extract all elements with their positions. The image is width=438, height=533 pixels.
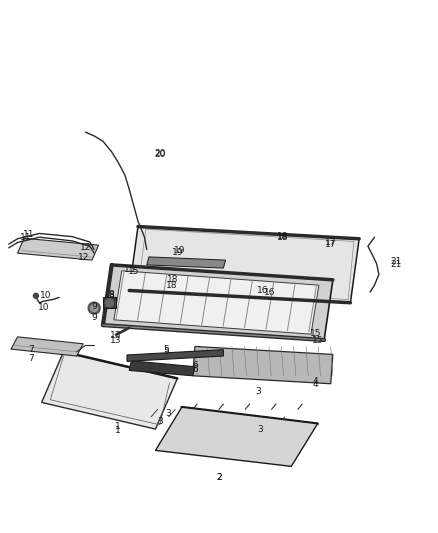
Text: 8: 8: [109, 292, 115, 300]
Polygon shape: [193, 346, 333, 384]
Text: 20: 20: [154, 150, 166, 159]
Text: 11: 11: [23, 230, 34, 239]
Text: 10: 10: [40, 292, 52, 300]
Text: 21: 21: [391, 261, 402, 269]
Text: 3: 3: [258, 425, 264, 433]
Circle shape: [88, 302, 100, 314]
Polygon shape: [18, 238, 99, 260]
Text: 8: 8: [109, 290, 115, 299]
Text: 15: 15: [128, 268, 139, 276]
Text: 19: 19: [174, 246, 185, 255]
Polygon shape: [155, 407, 318, 466]
Polygon shape: [11, 337, 83, 356]
Text: 10: 10: [38, 303, 49, 312]
Text: 18: 18: [166, 281, 178, 290]
Text: 13: 13: [110, 336, 122, 344]
Text: 21: 21: [391, 257, 402, 265]
Text: 9: 9: [91, 302, 97, 311]
Text: 3: 3: [157, 417, 163, 425]
Text: 15: 15: [312, 336, 323, 344]
Text: 17: 17: [325, 238, 336, 247]
Text: 4: 4: [313, 381, 318, 389]
Text: 5: 5: [163, 348, 170, 356]
Text: 3: 3: [255, 387, 261, 396]
Text: 9: 9: [91, 313, 97, 321]
Polygon shape: [103, 265, 333, 340]
Polygon shape: [127, 350, 223, 361]
Text: 12: 12: [78, 253, 89, 262]
Text: 6: 6: [192, 365, 198, 374]
Text: 2: 2: [216, 473, 222, 481]
Text: 6: 6: [192, 361, 198, 369]
Circle shape: [106, 298, 113, 307]
Text: 7: 7: [28, 345, 34, 353]
Text: 16: 16: [264, 288, 275, 296]
Polygon shape: [103, 297, 116, 308]
Text: 15: 15: [310, 329, 321, 337]
Text: 1: 1: [115, 422, 121, 431]
Text: 5: 5: [163, 345, 170, 353]
Text: 11: 11: [20, 233, 31, 242]
Text: 18: 18: [277, 233, 288, 241]
Circle shape: [33, 293, 39, 298]
Text: 12: 12: [80, 244, 91, 252]
Circle shape: [91, 304, 98, 312]
Polygon shape: [147, 257, 226, 268]
Polygon shape: [129, 361, 195, 376]
Text: 15: 15: [124, 265, 135, 273]
Text: 16: 16: [257, 286, 268, 295]
Text: 18: 18: [167, 276, 179, 284]
Text: 4: 4: [313, 377, 318, 385]
Text: 13: 13: [110, 332, 122, 340]
Text: 18: 18: [277, 232, 288, 240]
Text: 3: 3: [166, 409, 172, 417]
Text: 2: 2: [216, 473, 222, 481]
Text: 7: 7: [28, 354, 34, 363]
Text: 19: 19: [172, 248, 183, 256]
Polygon shape: [114, 271, 319, 334]
Text: 17: 17: [325, 240, 336, 248]
Polygon shape: [42, 352, 177, 429]
Text: 1: 1: [115, 426, 121, 435]
Text: 20: 20: [154, 149, 166, 158]
Polygon shape: [129, 227, 359, 303]
